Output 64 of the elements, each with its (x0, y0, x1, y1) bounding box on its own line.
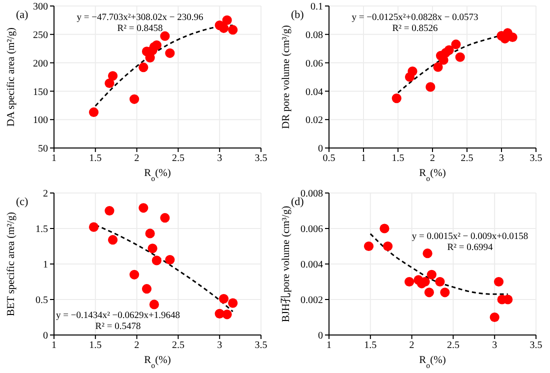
x-tick-label: 2 (134, 340, 140, 352)
x-axis-title: R$_{o}$(%) (144, 355, 172, 370)
x-tick-label: 3.5 (530, 153, 542, 164)
x-axis-title: R$_{o}$(%) (419, 168, 446, 182)
y-tick-label: 0.006 (300, 224, 323, 236)
y-tick-label: 0.004 (300, 260, 323, 271)
y-tick-label: 150 (33, 86, 48, 98)
x-tick-label: 1.5 (89, 340, 102, 352)
y-tick-label: 0.5 (36, 295, 48, 306)
x-tick-label: 1.5 (89, 153, 102, 164)
annotation: y = −0.1434x² −0.0629x+1.9648 (56, 311, 180, 321)
annotation: R² = 0.8526 (392, 24, 438, 34)
y-tick-label: 0.02 (306, 115, 323, 126)
x-tick-label: 3 (217, 153, 222, 164)
text: (c) (16, 196, 29, 208)
y-tick-label: 0 (43, 330, 48, 342)
x-tick-label: 2.5 (172, 340, 184, 352)
x-axis-title: R$_{o}$(%) (419, 355, 446, 370)
y-tick-label: 0.002 (300, 295, 323, 306)
y-tick-label: 0.08 (306, 30, 323, 41)
x-tick-label: 3.5 (530, 340, 542, 352)
y-tick-label: 300 (33, 2, 48, 13)
y-tick-label: 0.06 (306, 58, 323, 70)
annotation: y = −0.0125x²+0.0828x − 0.0573 (352, 13, 478, 23)
x-axis-title: R$_{o}$(%) (144, 168, 172, 182)
y-tick-label: 0.04 (306, 86, 323, 98)
y-tick-label: 50 (38, 144, 48, 155)
x-tick-label: 3 (217, 340, 222, 352)
y-tick-label: 0 (318, 330, 323, 342)
x-tick-label: 1 (326, 340, 332, 352)
y-tick-label: 0 (318, 144, 323, 155)
x-tick-label: 2 (430, 153, 435, 164)
x-tick-label: 3.5 (254, 340, 268, 352)
x-tick-label: 2 (409, 340, 414, 352)
y-tick-label: 1 (43, 260, 48, 271)
x-tick-label: 3 (499, 153, 504, 164)
y-tick-label: 1.5 (36, 224, 48, 236)
x-tick-label: 2.5 (460, 153, 474, 164)
x-tick-label: 1 (52, 340, 56, 352)
text: (a) (16, 9, 29, 21)
x-tick-label: 1.5 (392, 153, 404, 164)
y-axis-title: BJH孔pore volume (cm³/g) (280, 205, 292, 322)
x-tick-label: 1 (361, 153, 366, 164)
x-tick-label: 2.5 (172, 153, 184, 164)
text: (b) (291, 9, 304, 21)
x-tick-label: 3.5 (254, 153, 268, 164)
y-tick-label: 2 (43, 188, 48, 200)
annotation: y = −47.703x²+308.02x − 230.96 (76, 13, 204, 23)
annotation: R² = 0.8458 (117, 24, 163, 34)
x-tick-label: 2.5 (446, 340, 460, 352)
y-axis-title: DR pore volume (cm³/g) (281, 24, 292, 129)
annotation: y = 0.0015x² − 0.009x+0.0158 (412, 232, 528, 242)
x-tick-label: 1 (52, 153, 56, 164)
x-tick-label: 2 (134, 153, 140, 164)
annotation: R² = 0.6994 (447, 243, 493, 253)
y-tick-label: 200 (33, 58, 48, 70)
y-axis-title: BET specific area (m²/g) (6, 211, 17, 316)
y-tick-label: 100 (33, 115, 48, 126)
annotation: R² = 0.5478 (95, 322, 141, 332)
x-tick-label: 1.5 (364, 340, 377, 352)
y-tick-label: 0.1 (310, 2, 323, 13)
y-tick-label: 250 (33, 30, 48, 41)
x-tick-label: 3 (492, 340, 498, 352)
y-axis-title: DA specific area (m²/g) (6, 26, 17, 127)
